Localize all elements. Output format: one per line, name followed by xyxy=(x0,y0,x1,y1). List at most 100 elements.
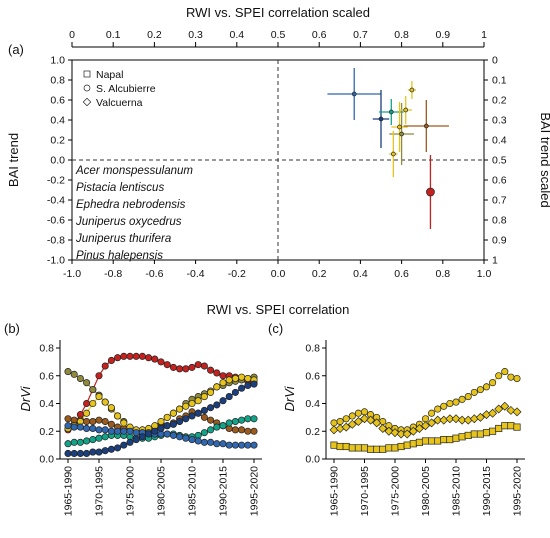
series-point xyxy=(415,438,423,446)
panel-a-points xyxy=(327,68,449,229)
series-point xyxy=(421,415,430,423)
right-tick-label: 0.3 xyxy=(492,115,507,127)
series-point xyxy=(225,419,233,427)
series-point xyxy=(219,397,227,405)
y-tick-label: 0.8 xyxy=(50,75,65,87)
series-point xyxy=(445,414,455,424)
series-point xyxy=(403,441,411,449)
series-point xyxy=(409,440,417,448)
series-point xyxy=(440,436,448,444)
series-point xyxy=(89,448,97,456)
series-point xyxy=(132,436,140,444)
series-point xyxy=(494,404,504,414)
series-point xyxy=(126,427,134,435)
series-point xyxy=(76,423,84,431)
series-point xyxy=(213,401,221,409)
series-point xyxy=(390,428,400,438)
series-point xyxy=(330,419,338,427)
x-tick-label: 1980-2005 xyxy=(156,466,168,516)
series-point xyxy=(207,416,215,424)
panel-a: (a) RWI vs. SPEI correlation scaled -1.0… xyxy=(6,5,550,317)
series-point xyxy=(200,413,208,421)
y-tick-label: 0.4 xyxy=(305,398,320,410)
series-point xyxy=(89,436,97,444)
series-point xyxy=(428,409,436,417)
site-legend-marker xyxy=(83,70,91,78)
series-point xyxy=(70,449,78,458)
species-legend-label: Acer monspessulanum xyxy=(75,165,193,177)
series-point xyxy=(225,376,233,384)
top-tick-label: 0.4 xyxy=(229,29,244,41)
panel-a-label: (a) xyxy=(8,42,24,57)
series-point xyxy=(360,414,369,424)
y-tick-label: 0.2 xyxy=(39,426,54,438)
series-point xyxy=(163,413,171,421)
site-legend-marker xyxy=(83,84,91,92)
series-point xyxy=(101,447,109,455)
series-point xyxy=(182,402,190,410)
series-point xyxy=(83,409,91,417)
series-point xyxy=(114,427,122,435)
site-legend-label: Valcuerna xyxy=(96,97,143,109)
top-tick-label: 0.3 xyxy=(188,29,203,41)
series-point xyxy=(489,427,497,435)
right-tick-label: 0.5 xyxy=(492,155,507,167)
series-point xyxy=(182,415,190,423)
x-tick-label: 1975-2000 xyxy=(125,466,137,516)
y-tick-label: 0.0 xyxy=(305,454,320,466)
y-tick-label: -0.8 xyxy=(47,235,65,247)
series-point xyxy=(126,352,134,360)
series-point xyxy=(64,422,72,430)
series-point xyxy=(83,449,91,458)
series-point xyxy=(469,414,479,424)
series-point xyxy=(107,445,115,453)
series-point xyxy=(64,415,72,423)
series-point xyxy=(384,426,394,436)
series-point xyxy=(157,417,165,426)
series-point xyxy=(336,442,344,451)
series-point xyxy=(366,415,376,425)
panel-c-series xyxy=(329,368,522,453)
series-point xyxy=(507,373,515,381)
series-point xyxy=(89,424,97,433)
series-point xyxy=(70,370,78,378)
y-tick-label: -1.0 xyxy=(47,255,65,267)
data-point xyxy=(409,87,415,93)
series-point xyxy=(464,393,472,401)
series-point xyxy=(341,422,351,432)
series-point xyxy=(138,352,146,360)
series-point xyxy=(372,418,382,428)
panel-b-ylabel: DrVi xyxy=(18,385,33,411)
x-tick-label: 0.4 xyxy=(353,268,368,280)
panel-a-xlabel: RWI vs. SPEI correlation xyxy=(207,302,350,317)
panel-a-top-title: RWI vs. SPEI correlation scaled xyxy=(186,5,370,20)
series-point xyxy=(207,366,215,374)
y-tick-label: 0.6 xyxy=(50,95,65,107)
series-point xyxy=(213,369,221,377)
series-point xyxy=(396,429,406,439)
series-point xyxy=(238,416,246,424)
series-point xyxy=(200,393,208,401)
y-tick-label: 0.2 xyxy=(305,426,320,438)
series-point xyxy=(89,386,97,394)
series-point xyxy=(457,415,467,425)
series-point xyxy=(513,374,521,383)
series-point xyxy=(507,422,515,430)
series-point xyxy=(95,434,103,442)
series-point xyxy=(354,444,362,452)
series-point xyxy=(114,354,122,362)
series-point xyxy=(342,442,350,451)
series-point xyxy=(169,363,177,371)
site-legend-marker xyxy=(82,97,92,107)
series-point xyxy=(348,444,356,452)
series-point xyxy=(428,437,436,445)
series-point xyxy=(176,365,184,373)
series-point xyxy=(458,395,466,403)
y-tick-label: -0.4 xyxy=(47,195,65,207)
series-point xyxy=(188,399,196,408)
species-legend-label: Ephedra nebrodensis xyxy=(76,199,186,211)
series-point xyxy=(244,441,252,449)
x-tick-label: 1975-2000 xyxy=(390,466,402,516)
series-point xyxy=(107,356,115,365)
x-tick-label: 0.6 xyxy=(394,268,409,280)
